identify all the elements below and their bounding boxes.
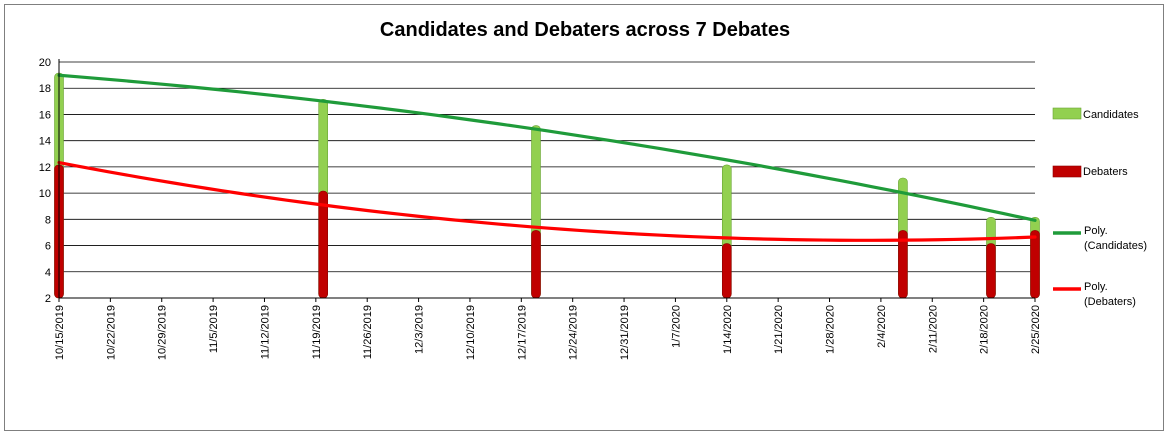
x-tick-label: 1/28/2020: [825, 305, 837, 354]
legend-label-poly-candidates-2: (Candidates): [1084, 240, 1147, 252]
x-tick-label: 12/10/2019: [465, 305, 477, 360]
grid-lines: [59, 61, 1035, 273]
x-tick-label: 1/14/2020: [722, 305, 734, 354]
x-tick-label: 11/26/2019: [362, 305, 374, 359]
x-tick-label: 1/21/2020: [773, 305, 785, 354]
chart-canvas: Candidates and Debaters across 7 Debates…: [39, 19, 1147, 360]
bars: [54, 72, 1040, 299]
x-tick-label: 12/31/2019: [619, 305, 631, 360]
y-tick-label: 18: [39, 83, 51, 95]
y-tick-label: 14: [39, 136, 51, 148]
legend-label-debaters: Debaters: [1083, 166, 1128, 178]
legend-swatch-candidates: [1052, 107, 1082, 120]
legend: Candidates Debaters Poly. (Candidates) P…: [1052, 107, 1147, 308]
legend-swatch-debaters: [1052, 165, 1082, 178]
y-tick-label: 12: [39, 162, 51, 174]
bar-debaters: [318, 190, 328, 299]
axes: [58, 59, 1035, 299]
bar-debaters: [986, 243, 996, 299]
chart-title: Candidates and Debaters across 7 Debates: [380, 19, 790, 41]
x-tick-label: 11/12/2019: [259, 305, 271, 359]
x-tick-label: 12/24/2019: [568, 305, 580, 360]
x-tick-label: 12/17/2019: [516, 305, 528, 360]
x-tick-label: 1/7/2020: [670, 305, 682, 348]
bar-debaters: [1030, 230, 1040, 299]
y-tick-label: 2: [45, 293, 51, 305]
x-tick-label: 2/18/2020: [979, 305, 991, 354]
x-tick-label: 12/3/2019: [414, 305, 426, 354]
x-tick-label: 10/15/2019: [54, 305, 66, 360]
bar-debaters: [531, 230, 541, 299]
y-tick-label: 8: [45, 214, 51, 226]
y-tick-label: 6: [45, 241, 51, 253]
legend-label-candidates: Candidates: [1083, 109, 1139, 121]
x-tick-label: 10/29/2019: [157, 305, 169, 360]
y-tick-label: 16: [39, 109, 51, 121]
trendlines: [57, 73, 1037, 242]
y-tick-label: 10: [39, 188, 51, 200]
x-tick-label: 11/19/2019: [311, 305, 323, 359]
x-tick-label: 11/5/2019: [208, 305, 220, 353]
y-axis-ticks: 2 4 6 8 10 12 14 16 18 20: [39, 57, 51, 305]
x-tick-label: 10/22/2019: [105, 305, 117, 360]
trendline-debaters: [57, 160, 1037, 242]
trendline-candidates: [57, 73, 1037, 222]
x-axis-ticks: 10/15/2019 10/22/2019 10/29/2019 11/5/2019 1…: [54, 298, 1042, 360]
legend-label-poly-candidates-1: Poly.: [1084, 225, 1108, 237]
legend-label-poly-debaters-1: Poly.: [1084, 281, 1108, 293]
x-tick-label: 2/25/2020: [1030, 305, 1042, 354]
legend-label-poly-debaters-2: (Debaters): [1084, 296, 1136, 308]
x-tick-label: 2/11/2020: [927, 305, 939, 353]
chart-frame: Candidates and Debaters across 7 Debates…: [4, 4, 1164, 431]
x-tick-label: 2/4/2020: [876, 305, 888, 348]
bar-debaters: [721, 243, 732, 299]
y-tick-label: 4: [45, 267, 51, 279]
y-tick-label: 20: [39, 57, 51, 69]
